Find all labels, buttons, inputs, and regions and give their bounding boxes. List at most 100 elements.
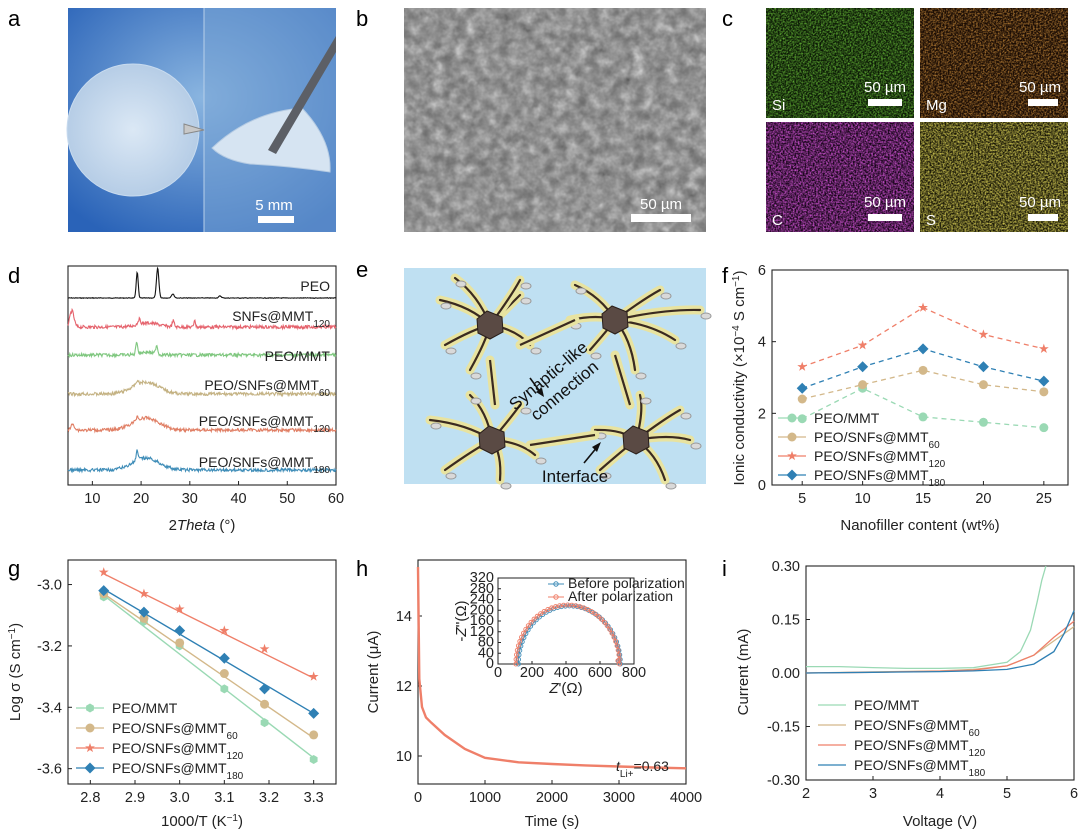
x-tick-label: 3 (869, 786, 877, 802)
nyquist-point (595, 613, 601, 619)
xrd-trace-label: PEO/SNFs@MMT120 (199, 413, 331, 435)
trace-name: PEO/SNFs@MMT (199, 413, 314, 429)
nyquist-point (541, 608, 547, 614)
x-tick-label: 2.8 (80, 790, 100, 806)
inset-y-tick-label: 80 (478, 635, 494, 651)
inset-legend-label: After polarization (568, 588, 673, 604)
fit-line (103, 588, 315, 715)
x-axis-title-part: (°) (215, 517, 235, 534)
y-axis-title-part: Log σ (S cm (7, 639, 24, 721)
pendant-bead (600, 472, 612, 480)
x-tick-label: 4 (936, 786, 944, 802)
x-axis-title-part: ) (238, 813, 243, 830)
x-tick-label: 5 (1003, 786, 1011, 802)
y-tick-label: -0.30 (767, 773, 800, 789)
data-point (260, 699, 270, 709)
y-tick-label: 10 (396, 749, 412, 765)
x-tick-label: 6 (1070, 786, 1078, 802)
eds-element-label: Si (772, 97, 785, 114)
legend-marker (786, 469, 798, 481)
panel-label-g: g (8, 556, 20, 581)
inset-x-axis-title: Z'(Ω) (548, 680, 582, 697)
nyquist-point (516, 652, 522, 658)
eds-map-mg: Mg 50 µm (920, 8, 1068, 118)
legend-name: PEO/MMT (112, 700, 178, 716)
folded-membrane (211, 107, 331, 173)
eds-scale-bar (1028, 214, 1058, 221)
x-tick-label: 1000 (469, 790, 501, 806)
y-axis-title: Current (μA) (365, 631, 382, 714)
pendant-bead (440, 302, 452, 310)
x-tick-label: 50 (279, 491, 295, 507)
y-tick-label: -3.2 (37, 639, 62, 655)
xrd-trace (67, 379, 337, 398)
fit-line (103, 573, 314, 679)
inset-legend-label: Before polarization (568, 575, 685, 591)
bridge-fiber (488, 359, 497, 406)
x-tick-label: 3.2 (259, 790, 279, 806)
legend-name: PEO/SNFs@MMT (814, 467, 929, 483)
nyquist-point (517, 638, 523, 644)
nyquist-point (521, 635, 527, 641)
legend-label: PEO/SNFs@MMT180 (814, 467, 946, 489)
eds-scale-label: 50 µm (1019, 79, 1061, 96)
y-tick-label: 14 (396, 609, 412, 625)
inset-frame (497, 577, 635, 665)
inset-y-tick-label: 160 (470, 613, 494, 629)
x-axis-title-part: Theta (177, 517, 215, 534)
bridge-fiber (519, 318, 576, 347)
plot-frame (771, 269, 1069, 486)
annotation-part: =0.63 (634, 758, 670, 774)
y-tick-label: 0.00 (772, 666, 800, 682)
nyquist-point (518, 643, 524, 649)
legend-label: PEO/SNFs@MMT180 (112, 760, 244, 782)
pendant-bead (455, 280, 467, 288)
panel-label-d: d (8, 263, 20, 288)
pendant-bead (520, 407, 532, 415)
inset-x-tick-label: 800 (622, 665, 646, 681)
y-tick-label: 2 (758, 406, 766, 422)
nyquist-point (609, 630, 615, 636)
data-point (98, 567, 109, 577)
data-point (98, 585, 110, 597)
inset-legend-marker (553, 594, 559, 600)
inset-axis-part: ''(Ω) (453, 600, 470, 627)
y-axis-title: Ionic conductivity (×10−4 S cm−1) (731, 271, 749, 486)
pendant-bead (665, 482, 677, 490)
nyquist-point (615, 647, 621, 653)
chart-arrhenius: 2.8 2.9 3.0 3.1 3.2 3.3 -3.0 -3.2 -3.4 -3.6 PEO/MM… (7, 559, 337, 830)
pendant-bead (575, 287, 587, 295)
pendant-bead (520, 282, 532, 290)
y-axis-title-part: ) (731, 271, 748, 276)
data-point (308, 671, 319, 681)
panel-label-i: i (722, 556, 727, 581)
x-tick-label: 20 (975, 491, 991, 507)
legend-name: PEO/MMT (814, 410, 880, 426)
legend-label: PEO/SNFs@MMT120 (854, 737, 986, 759)
inset-y-tick-label: 240 (470, 592, 494, 608)
pendant-bead (470, 372, 482, 380)
pendant-bead (640, 397, 652, 405)
nyquist-point (604, 623, 610, 629)
y-axis-title-part: −1 (731, 275, 742, 287)
tweezers-icon (268, 36, 336, 154)
x-tick-label: 0 (414, 790, 422, 806)
eds-scale-label: 50 µm (864, 79, 906, 96)
nyquist-point (588, 608, 594, 614)
y-tick-label: 0.15 (772, 613, 800, 629)
legend-marker (787, 413, 797, 423)
data-point (1039, 423, 1049, 433)
data-point (918, 365, 928, 375)
legend-name: PEO/SNFs@MMT (854, 757, 969, 773)
nyquist-point (585, 607, 590, 612)
panel-e-schematic: Synaptic-like connection Interface (404, 268, 712, 490)
legend-marker (787, 432, 797, 442)
data-point (918, 302, 928, 312)
pendant-bead (635, 372, 647, 380)
chart-lsv: 2 3 4 5 6 0.30 0.15 0.00 -0.15 -0.30 PEO/MMT PEO/SN… (735, 559, 1078, 830)
y-axis-title-part: −1 (7, 627, 18, 639)
eds-element-label: Mg (926, 97, 947, 114)
legend-subscript: 60 (227, 731, 239, 742)
